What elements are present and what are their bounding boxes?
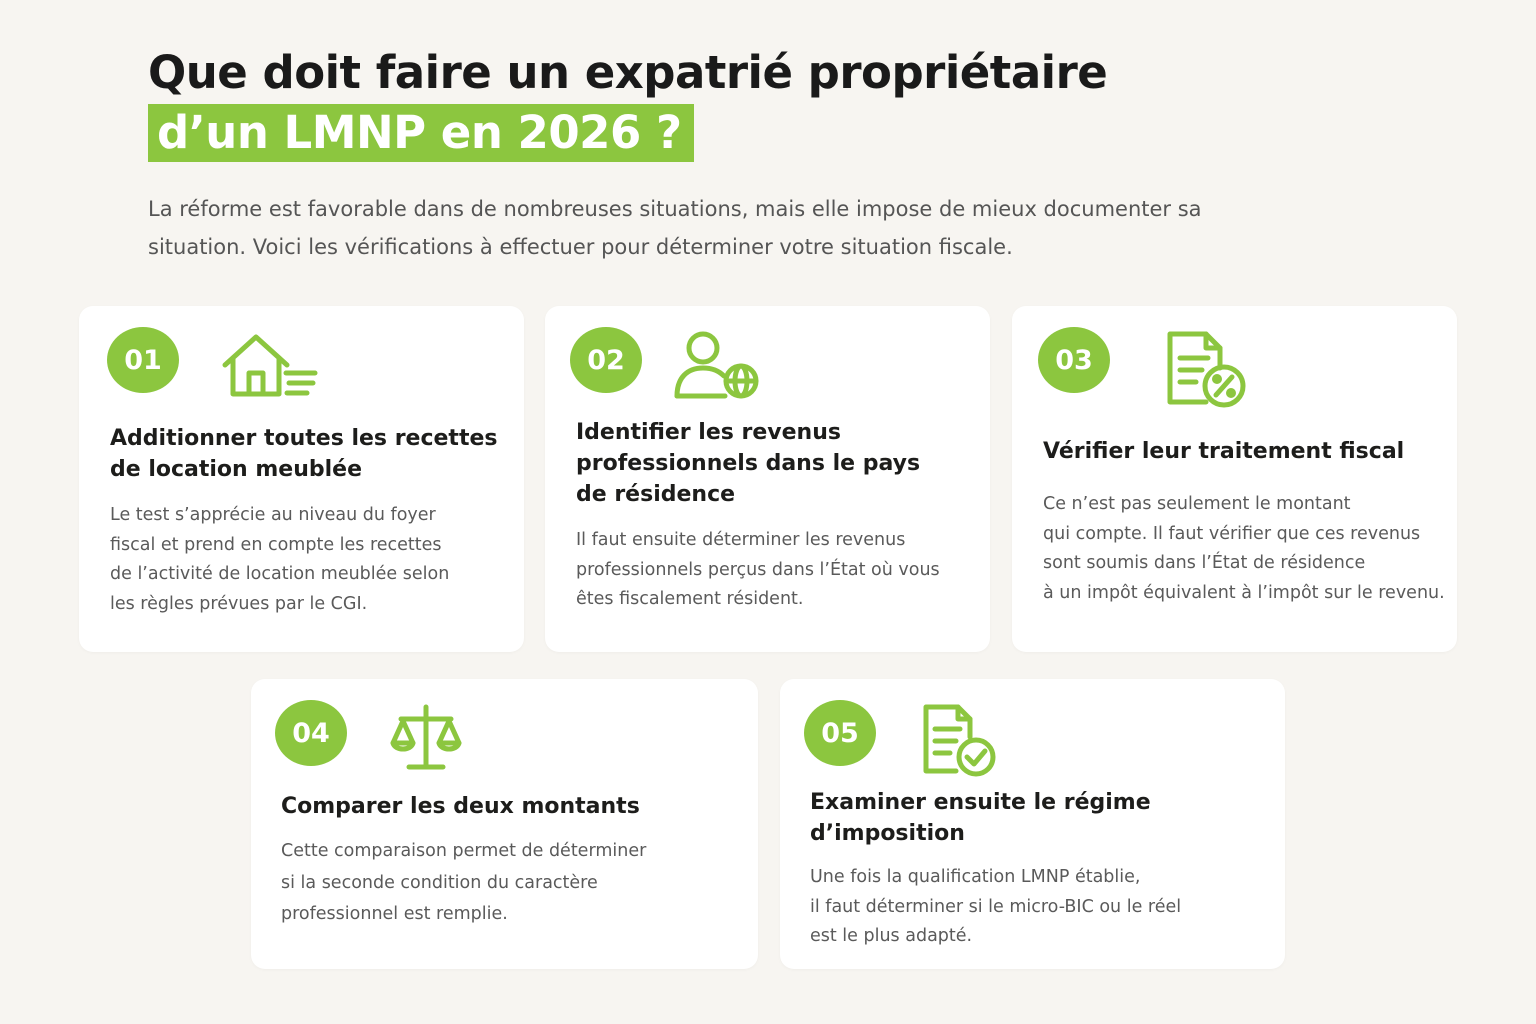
step-card-4: 04 Comparer les deux montants Cette comp… [251, 679, 758, 969]
step-description: Ce n’est pas seulement le montant qui co… [1043, 494, 1445, 603]
step-card-1: 01 Additionner toutes les recettes de lo… [79, 306, 524, 652]
step-number-badge: 03 [1038, 327, 1110, 393]
step-title: Identifier les revenus professionnels da… [576, 420, 921, 507]
title-line-1: Que doit faire un expatrié propriétaire [148, 46, 1108, 99]
step-number-badge: 02 [570, 327, 642, 393]
document-percent-icon [1167, 331, 1246, 408]
step-title: Additionner toutes les recettes de locat… [110, 426, 498, 482]
step-title: Examiner ensuite le régime d’imposition [810, 790, 1151, 846]
title-line-2-highlight: d’un LMNP en 2026 ? [148, 104, 694, 162]
intro-paragraph: La réforme est favorable dans de nombreu… [148, 197, 1202, 259]
page-title: Que doit faire un expatrié propriétaire … [148, 42, 1108, 162]
scales-icon [390, 704, 462, 770]
step-number-badge: 05 [804, 700, 876, 766]
step-number-badge: 04 [275, 700, 347, 766]
step-description: Une fois la qualification LMNP établie, … [810, 867, 1182, 946]
step-card-5: 05 Examiner ensuite le régime d’impositi… [780, 679, 1285, 969]
user-globe-icon [674, 331, 759, 399]
step-description: Cette comparaison permet de déterminer s… [281, 841, 647, 924]
step-card-2: 02 Identifier les revenus professionnels… [545, 306, 990, 652]
document-check-icon [923, 704, 996, 777]
step-card-3: 03 Vérifier leur traitement fiscal Ce n’… [1012, 306, 1457, 652]
house-icon [222, 334, 318, 397]
step-number-badge: 01 [107, 327, 179, 393]
step-description: Il faut ensuite déterminer les revenus p… [576, 530, 940, 609]
step-title: Vérifier leur traitement fiscal [1043, 439, 1405, 464]
step-description: Le test s’apprécie au niveau du foyer fi… [110, 505, 450, 614]
step-title: Comparer les deux montants [281, 794, 640, 819]
